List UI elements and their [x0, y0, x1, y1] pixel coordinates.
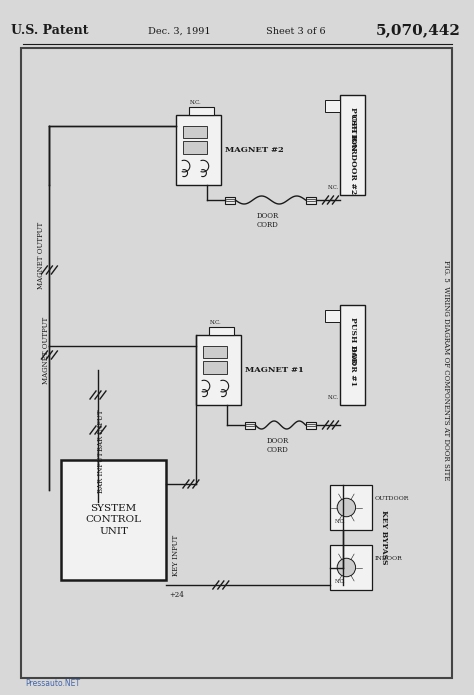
Text: 5,070,442: 5,070,442: [376, 23, 461, 37]
Bar: [326, 100, 340, 112]
Text: PUSH BAR: PUSH BAR: [349, 107, 357, 154]
Text: Pressauto.NET: Pressauto.NET: [26, 679, 81, 688]
Bar: [190, 106, 214, 115]
Text: MAGNET OUTPUT: MAGNET OUTPUT: [37, 222, 46, 289]
Text: N.C.: N.C.: [210, 320, 221, 325]
Text: DOOR
CORD: DOOR CORD: [267, 437, 289, 455]
Text: N.C.: N.C.: [328, 184, 338, 190]
Bar: [196, 335, 241, 405]
Bar: [182, 141, 207, 154]
Text: +24: +24: [169, 591, 184, 599]
Text: FIG. 5  WIRING DIAGRAM OF COMPONENTS AT DOOR SITE: FIG. 5 WIRING DIAGRAM OF COMPONENTS AT D…: [442, 260, 450, 480]
Text: BAR INPUT: BAR INPUT: [97, 409, 105, 451]
Text: MAGNET #1: MAGNET #1: [245, 366, 304, 374]
Text: SYSTEM: SYSTEM: [91, 504, 137, 513]
Text: DOOR #1: DOOR #1: [349, 345, 357, 386]
Bar: [245, 421, 255, 429]
Bar: [61, 460, 166, 580]
Circle shape: [337, 558, 356, 577]
Text: N.C.: N.C.: [190, 99, 201, 105]
Bar: [326, 310, 340, 322]
Text: Sheet 3 of 6: Sheet 3 of 6: [266, 27, 325, 36]
Text: INDOOR: INDOOR: [374, 556, 402, 561]
Bar: [340, 305, 365, 405]
Text: N.C.: N.C.: [335, 580, 345, 584]
Text: U.S. Patent: U.S. Patent: [10, 24, 88, 37]
Bar: [340, 95, 365, 195]
Text: OUTDOOR: OUTDOOR: [374, 496, 409, 501]
Text: UNIT: UNIT: [99, 527, 128, 536]
Text: KEY INPUT: KEY INPUT: [172, 534, 180, 575]
Text: MAGNET OUTPUT: MAGNET OUTPUT: [42, 316, 50, 384]
Text: DOOR
CORD: DOOR CORD: [257, 212, 279, 229]
Text: BAR INPUT: BAR INPUT: [97, 451, 105, 493]
Bar: [306, 197, 316, 204]
Bar: [176, 115, 221, 185]
Bar: [203, 361, 228, 373]
Text: CONTROL: CONTROL: [86, 516, 142, 525]
Bar: [210, 327, 234, 335]
Bar: [203, 345, 228, 358]
Text: OPTION DOOR #2: OPTION DOOR #2: [349, 115, 357, 195]
Text: N.C.: N.C.: [328, 395, 338, 400]
Text: PUSH BAR: PUSH BAR: [349, 317, 357, 363]
Text: MAGNET #2: MAGNET #2: [225, 146, 283, 154]
Bar: [306, 421, 316, 429]
Circle shape: [337, 498, 356, 517]
Text: Dec. 3, 1991: Dec. 3, 1991: [148, 27, 210, 36]
Bar: [330, 485, 373, 530]
Text: N.C.: N.C.: [335, 519, 345, 525]
Bar: [330, 545, 373, 590]
Bar: [225, 197, 235, 204]
Bar: [182, 126, 207, 138]
Text: KEY BYPASS: KEY BYPASS: [380, 510, 388, 565]
